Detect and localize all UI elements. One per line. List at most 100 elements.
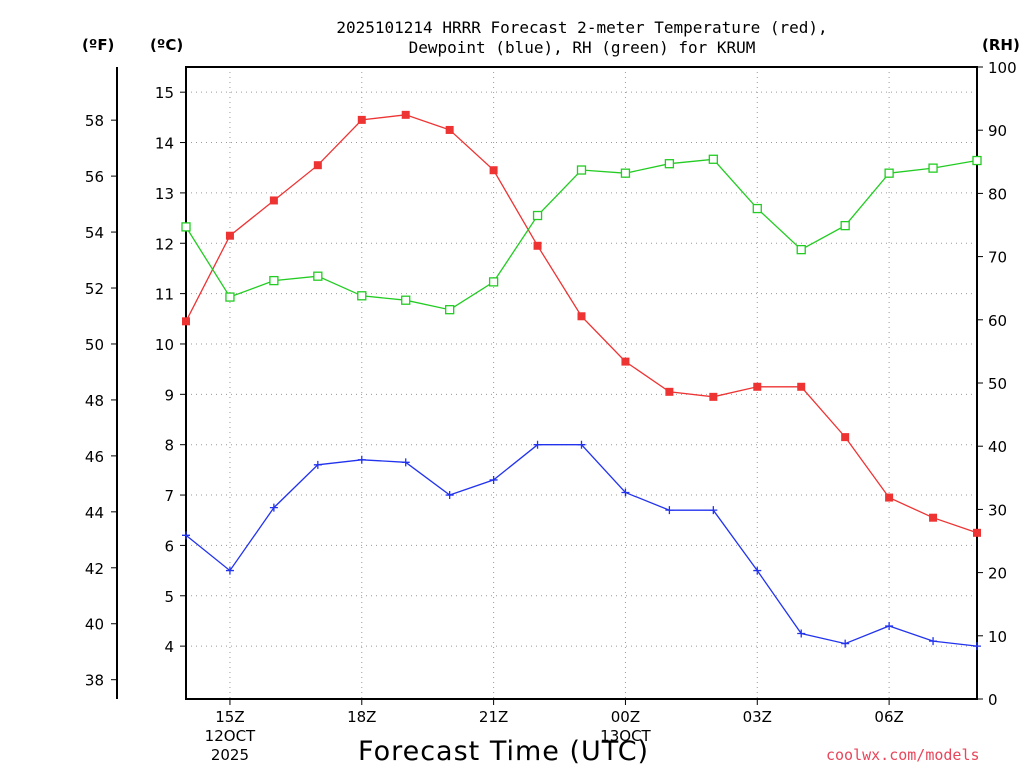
x-tick-label: 21Z — [479, 708, 508, 726]
dewpoint-point — [313, 460, 322, 469]
chart-title-line1: 2025101214 HRRR Forecast 2-meter Tempera… — [336, 18, 828, 37]
rh-tick-label: 10 — [988, 628, 1007, 646]
x-tick-label: 18Z — [347, 708, 376, 726]
rh-point — [532, 210, 543, 221]
rh-point — [269, 275, 279, 286]
fahrenheit-tick-label: 40 — [85, 616, 104, 634]
temperature-point — [357, 115, 366, 124]
celsius-tick-label: 4 — [164, 638, 174, 656]
temperature-point — [973, 528, 981, 537]
x-tick-label: 15Z — [215, 708, 244, 726]
fahrenheit-tick-label: 52 — [85, 280, 104, 298]
dewpoint-point — [357, 455, 366, 464]
dewpoint-point — [401, 458, 410, 467]
dewpoint-point — [709, 506, 718, 515]
rh-tick-label: 60 — [988, 312, 1007, 330]
fahrenheit-tick-label: 58 — [85, 112, 104, 130]
dewpoint-point — [665, 506, 674, 515]
x-tick-label: 03Z — [743, 708, 772, 726]
x-tick-date-label: 13OCT — [600, 727, 651, 745]
celsius-tick-label: 14 — [155, 135, 174, 153]
temperature-point — [269, 196, 278, 205]
plot-frame — [185, 66, 978, 700]
celsius-tick-label: 11 — [155, 286, 174, 304]
rh-point — [840, 220, 850, 231]
rh-tick-label: 90 — [988, 122, 1007, 140]
temperature-point — [753, 382, 762, 391]
celsius-tick-label: 13 — [155, 185, 174, 203]
rh-series-line — [185, 158, 978, 311]
celsius-tick-label: 7 — [164, 487, 174, 505]
rh-tick-label: 50 — [988, 375, 1007, 393]
rh-tick-label: 20 — [988, 565, 1007, 583]
dewpoint-point — [841, 639, 850, 648]
rh-tick-label: 80 — [988, 185, 1007, 203]
celsius-tick-label: 15 — [155, 84, 174, 102]
rh-point — [928, 163, 938, 173]
fahrenheit-tick-label: 38 — [85, 672, 104, 690]
temperature-point — [841, 433, 850, 442]
x-axis-title: Forecast Time (UTC) — [358, 736, 650, 767]
rh-tick-label: 40 — [988, 438, 1007, 456]
rh-point — [972, 155, 982, 166]
fahrenheit-tick-label: 56 — [85, 168, 104, 186]
dewpoint-point — [797, 629, 806, 638]
dewpoint-point — [225, 566, 234, 575]
temperature-point — [445, 125, 454, 134]
fahrenheit-tick-label: 48 — [85, 392, 104, 410]
celsius-unit-label: (ºC) — [150, 36, 184, 54]
rh-point — [664, 159, 675, 169]
rh-point — [708, 154, 718, 164]
celsius-tick-label: 9 — [164, 386, 174, 404]
rh-point — [445, 305, 455, 315]
temperature-point — [489, 166, 498, 175]
temperature-series-line — [185, 114, 978, 534]
dewpoint-point — [269, 503, 278, 512]
temperature-point — [797, 382, 806, 391]
x-tick-label: 06Z — [874, 708, 903, 726]
rh-tick-label: 70 — [988, 249, 1007, 267]
dewpoint-point — [182, 531, 190, 540]
rh-point — [313, 271, 323, 281]
celsius-tick-label: 10 — [155, 336, 174, 354]
temperature-point — [929, 513, 938, 522]
fahrenheit-tick-label: 44 — [85, 504, 104, 522]
rh-point — [488, 277, 499, 287]
source-credit: coolwx.com/models — [826, 746, 980, 764]
temperature-point — [313, 161, 322, 170]
temperature-point — [225, 231, 234, 240]
temperature-point — [401, 110, 410, 119]
dewpoint-point — [489, 475, 498, 484]
rh-point — [884, 168, 894, 178]
chart-title-line2: Dewpoint (blue), RH (green) for KRUM — [408, 38, 756, 57]
rh-point — [576, 165, 587, 175]
dewpoint-point — [621, 488, 630, 497]
celsius-tick-label: 12 — [155, 235, 174, 253]
celsius-tick-label: 5 — [164, 588, 174, 606]
temperature-point — [665, 387, 674, 396]
rh-tick-label: 0 — [988, 691, 998, 709]
x-tick-label: 00Z — [611, 708, 640, 726]
x-tick-year-label: 2025 — [211, 746, 249, 764]
fahrenheit-tick-label: 54 — [85, 224, 104, 242]
rh-tick-label: 100 — [988, 59, 1017, 77]
temperature-point — [577, 312, 586, 321]
rh-point — [796, 244, 806, 255]
temperature-point — [533, 241, 542, 250]
rh-tick-label: 30 — [988, 501, 1007, 519]
temperature-point — [885, 493, 894, 502]
dewpoint-point — [753, 566, 762, 575]
rh-point — [401, 295, 411, 305]
rh-point — [181, 222, 191, 232]
dewpoint-point — [929, 637, 938, 646]
dewpoint-point — [445, 491, 454, 500]
fahrenheit-tick-label: 42 — [85, 560, 104, 578]
rh-point — [752, 203, 762, 214]
rh-point — [357, 291, 367, 301]
dewpoint-point — [577, 440, 586, 449]
fahrenheit-tick-label: 50 — [85, 336, 104, 354]
fahrenheit-tick-label: 46 — [85, 448, 104, 466]
fahrenheit-unit-label: (ºF) — [82, 36, 115, 54]
rh-point — [620, 168, 631, 178]
